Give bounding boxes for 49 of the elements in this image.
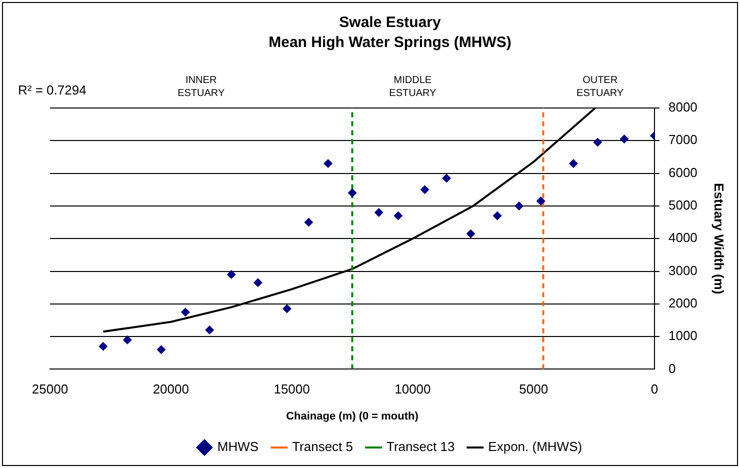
point <box>122 335 132 344</box>
point <box>620 134 629 144</box>
point <box>593 138 602 147</box>
chart-subtitle: Mean High Water Springs (MHWS) <box>268 34 512 52</box>
chart-title: Swale Estuary <box>339 14 442 32</box>
point <box>156 345 166 354</box>
point <box>253 278 262 288</box>
y-tick-label: 8000 <box>668 100 698 115</box>
x-tick-label: 0 <box>650 382 658 397</box>
legend-label: MHWS <box>217 439 259 454</box>
y-tick-label: 2000 <box>668 295 698 310</box>
point <box>324 159 333 168</box>
x-tick-label: 5000 <box>519 382 548 397</box>
y-tick-label: 7000 <box>668 132 698 148</box>
legend-label: Expon. (MHWS) <box>488 439 582 454</box>
point <box>536 196 546 206</box>
text: OUTER ESTUARY <box>576 74 624 99</box>
point <box>374 208 384 217</box>
point <box>205 326 214 335</box>
x-tick-label: 20000 <box>152 382 189 397</box>
point <box>442 174 452 183</box>
legend-label: Transect 13 <box>386 439 455 454</box>
point <box>226 270 236 280</box>
point <box>98 342 108 351</box>
y-tick-label: 0 <box>668 360 676 376</box>
point <box>394 211 403 220</box>
x-tick-label: 25000 <box>32 382 68 397</box>
text: MIDDLE ESTUARY <box>389 74 437 99</box>
text: INNER ESTUARY <box>178 74 225 99</box>
x-tick-label: 10000 <box>394 382 431 397</box>
point <box>514 201 524 210</box>
x-axis-title: Chainage (m) (0 = mouth) <box>286 410 419 422</box>
point <box>568 159 578 168</box>
point <box>304 218 314 227</box>
legend-label: Transect 5 <box>292 439 354 454</box>
y-tick-label: 4000 <box>668 230 698 246</box>
point <box>492 211 502 220</box>
y-tick-label: 6000 <box>668 164 698 180</box>
text: R² = 0.7294 <box>18 82 86 98</box>
y-tick-label: 5000 <box>668 198 698 213</box>
y-axis-title: Estuary Width (m) <box>712 183 727 294</box>
y-tick-label: 1000 <box>668 328 698 344</box>
point <box>180 308 190 317</box>
point <box>466 229 476 238</box>
y-tick-label: 3000 <box>668 262 698 278</box>
point <box>282 304 292 314</box>
point <box>420 185 430 194</box>
point <box>348 188 357 198</box>
x-tick-label: 15000 <box>274 382 310 397</box>
